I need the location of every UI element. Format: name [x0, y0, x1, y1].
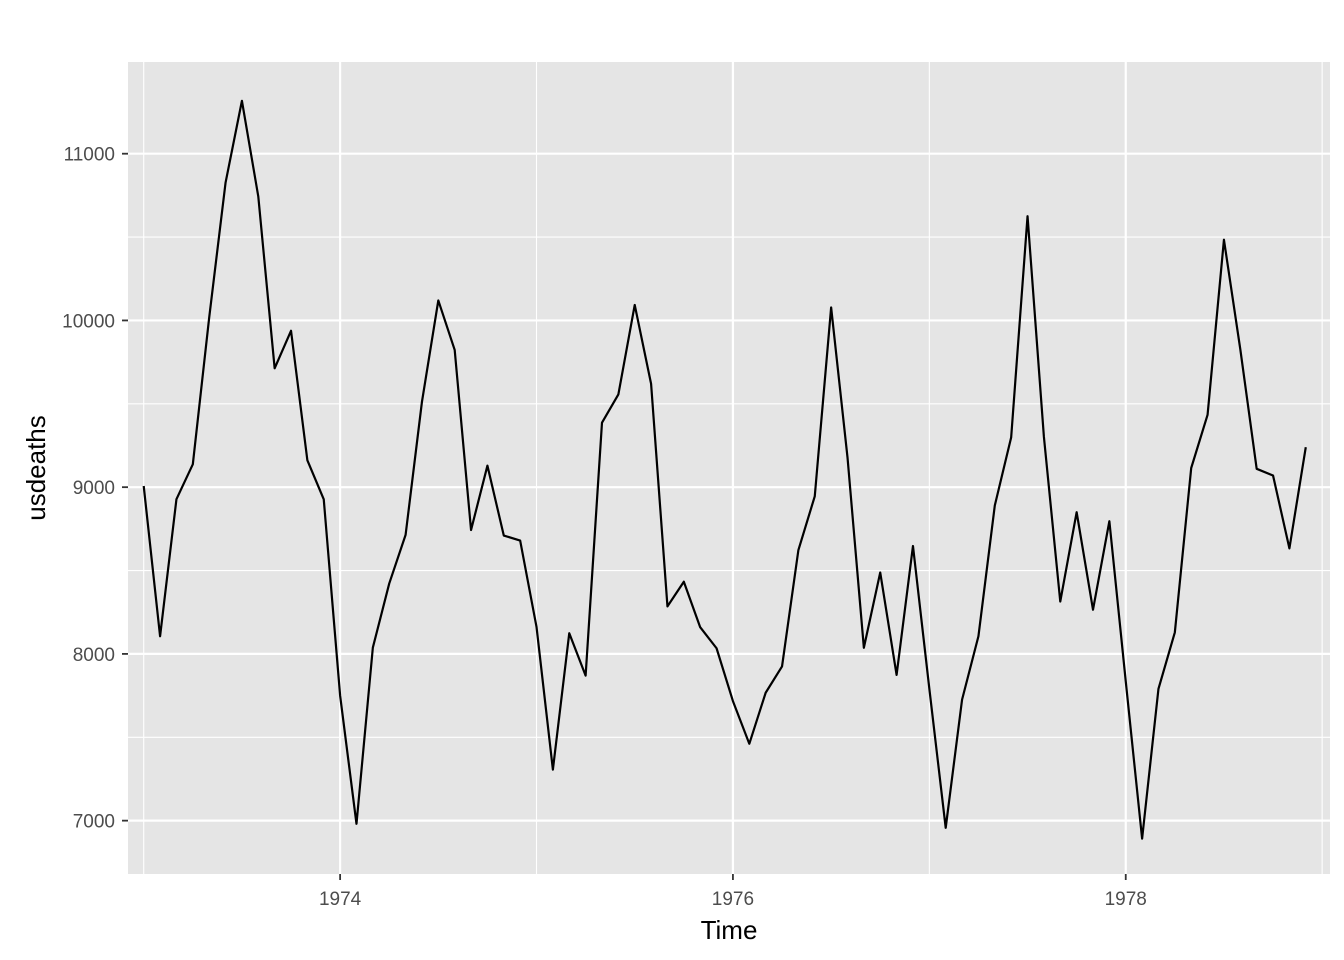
y-tick-label: 10000 — [62, 311, 115, 332]
major-gridlines — [128, 62, 1330, 874]
series-line-usdeaths — [142, 99, 1307, 840]
x-tick-label: 1974 — [319, 889, 362, 910]
x-axis-ticks: 1974 1976 1978 — [319, 874, 1147, 910]
y-axis-ticks: 7000 8000 9000 10000 11000 — [62, 145, 128, 833]
y-tick-label: 7000 — [73, 812, 115, 833]
y-axis-title: usdeaths — [21, 415, 51, 521]
y-tick-label: 9000 — [73, 478, 115, 499]
x-axis-title: Time — [701, 915, 758, 945]
y-tick-label: 8000 — [73, 645, 115, 666]
x-tick-label: 1978 — [1105, 889, 1147, 910]
minor-gridlines — [128, 62, 1330, 874]
x-tick-label: 1976 — [712, 889, 754, 910]
plot-panel — [128, 62, 1330, 874]
y-tick-label: 11000 — [64, 145, 115, 166]
